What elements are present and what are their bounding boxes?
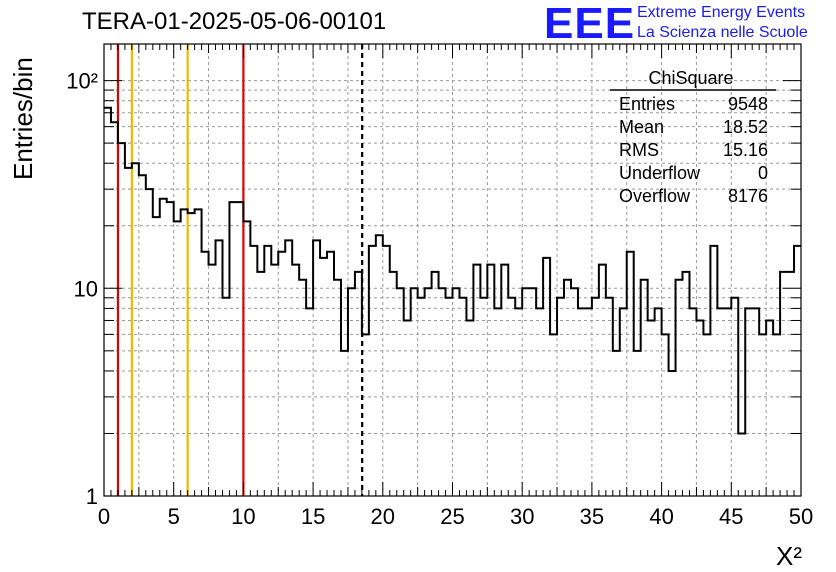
- histogram-layer: [104, 106, 801, 435]
- tick-labels: 0 5 10 15 20 25 30 35 40 45 50 1 10 10²: [66, 69, 813, 529]
- x-tick-label: 30: [510, 504, 534, 529]
- x-axis-label: X²: [776, 541, 802, 571]
- stats-title: ChiSquare: [648, 68, 733, 88]
- x-tick-label: 10: [231, 504, 255, 529]
- stats-value: 15.16: [723, 140, 768, 160]
- chart-title: TERA-01-2025-05-06-00101: [82, 8, 387, 35]
- x-tick-label: 5: [168, 504, 180, 529]
- x-tick-label: 50: [789, 504, 813, 529]
- stats-label: Entries: [619, 94, 675, 114]
- stats-box: ChiSquare Entries 9548 Mean 18.52 RMS 15.16 Und…: [610, 68, 776, 206]
- grid-layer: [103, 44, 802, 497]
- stats-value: 18.52: [723, 117, 768, 137]
- x-tick-label: 0: [98, 504, 110, 529]
- logo-line-2: La Scienza nelle Scuole: [637, 24, 808, 41]
- eee-logo: EEE: [544, 0, 636, 48]
- x-tick-label: 40: [649, 504, 673, 529]
- y-tick-label: 10: [74, 276, 98, 301]
- y-tick-label: 1: [86, 484, 98, 509]
- stats-label: RMS: [619, 140, 659, 160]
- x-tick-label: 25: [440, 504, 464, 529]
- stats-label: Mean: [619, 117, 664, 137]
- y-tick-label: 10²: [66, 69, 98, 94]
- stats-value: 9548: [728, 94, 768, 114]
- x-tick-label: 45: [719, 504, 743, 529]
- x-tick-label: 15: [301, 504, 325, 529]
- x-tick-label: 35: [580, 504, 604, 529]
- stats-value: 8176: [728, 186, 768, 206]
- stats-value: 0: [758, 163, 768, 183]
- histogram-line: [104, 106, 801, 435]
- x-tick-label: 20: [371, 504, 395, 529]
- marker-lines: [116, 44, 364, 496]
- stats-label: Underflow: [619, 163, 701, 183]
- logo-line-1: Extreme Energy Events: [637, 4, 806, 21]
- axes-layer: [103, 43, 802, 497]
- y-axis-label: Entries/bin: [8, 57, 38, 180]
- stats-label: Overflow: [619, 186, 691, 206]
